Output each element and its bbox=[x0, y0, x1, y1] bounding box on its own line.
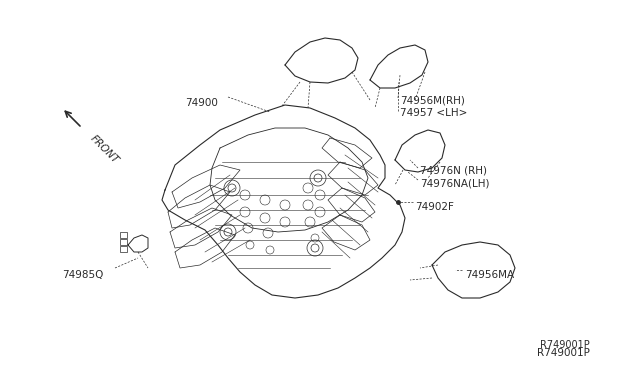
Text: 74902F: 74902F bbox=[415, 202, 454, 212]
Text: 74976NA(LH): 74976NA(LH) bbox=[420, 178, 490, 188]
Text: 74900: 74900 bbox=[185, 98, 218, 108]
Text: 74956MA: 74956MA bbox=[465, 270, 514, 280]
Text: 74976N (RH): 74976N (RH) bbox=[420, 165, 487, 175]
Bar bbox=[120, 232, 127, 238]
Text: R749001P: R749001P bbox=[540, 340, 590, 350]
Text: 74985Q: 74985Q bbox=[62, 270, 104, 280]
Bar bbox=[120, 246, 127, 252]
Text: R749001P: R749001P bbox=[537, 348, 590, 358]
Bar bbox=[120, 239, 127, 245]
Text: FRONT: FRONT bbox=[88, 133, 120, 165]
Text: 74956M(RH): 74956M(RH) bbox=[400, 95, 465, 105]
Text: 74957 <LH>: 74957 <LH> bbox=[400, 108, 467, 118]
